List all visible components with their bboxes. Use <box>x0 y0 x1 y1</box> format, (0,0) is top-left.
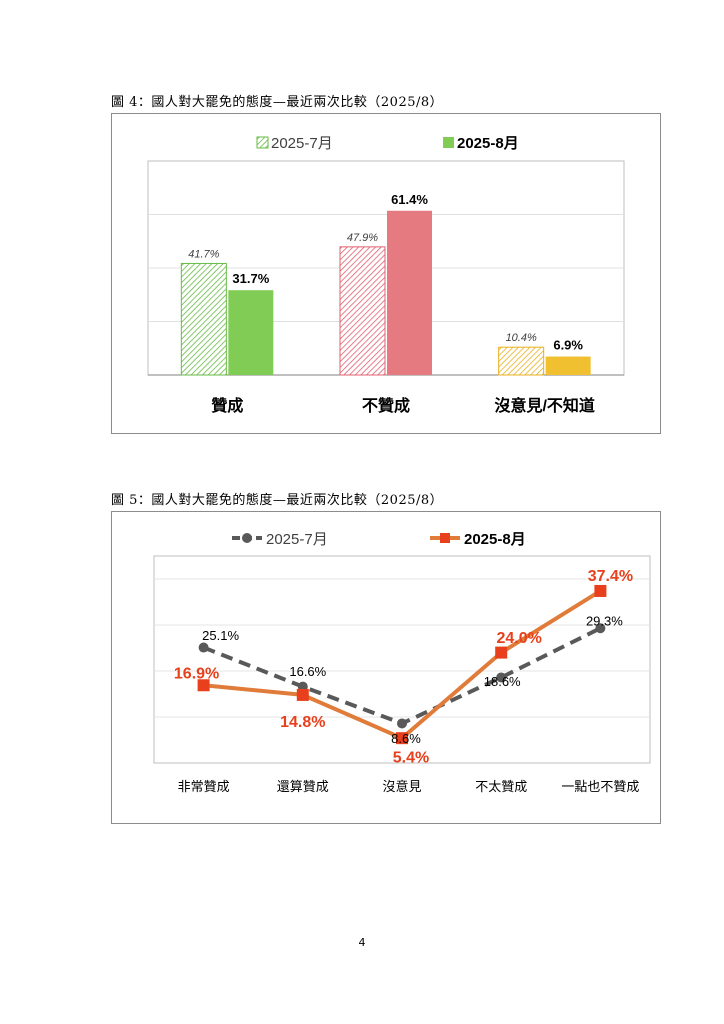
bar-aug-1 <box>387 210 432 375</box>
data-label-jul-0: 25.1% <box>202 628 239 643</box>
legend-swatch-aug <box>443 137 454 148</box>
bar-jul-0 <box>180 262 227 376</box>
bar-aug-2 <box>545 356 591 375</box>
x-tick-label-1: 不贊成 <box>362 396 410 415</box>
marker-jul-0 <box>198 642 209 653</box>
data-label-aug-2: 5.4% <box>393 749 429 766</box>
x-tick-label-0: 非常贊成 <box>178 779 230 794</box>
x-tick-label-4: 一點也不贊成 <box>561 779 639 794</box>
marker-aug-1 <box>296 688 309 701</box>
legend-label-jul: 2025-7月 <box>271 135 333 152</box>
legend-swatch-jul <box>256 136 269 149</box>
data-label-jul-1: 16.6% <box>289 664 326 679</box>
legend-label-aug: 2025-8月 <box>464 531 526 548</box>
page-number: 4 <box>358 936 366 949</box>
marker-jul-2 <box>397 718 407 729</box>
data-label-jul-3: 18.6% <box>484 674 521 689</box>
legend-marker-aug <box>440 533 450 543</box>
legend-label-aug: 2025-8月 <box>457 135 519 152</box>
legend-marker-jul <box>242 533 252 543</box>
x-tick-label-2: 沒意見/不知道 <box>494 396 594 415</box>
bar-chart-panel: 41.7% 31.7% 贊成 47.9% 61.4% 不贊成 10.4% 6.9% 沒意見/不知… <box>111 113 661 434</box>
series-line-aug <box>203 589 602 741</box>
data-label-aug-0: 16.9% <box>174 665 219 682</box>
bar-jul-1 <box>339 246 386 376</box>
bar-chart: 41.7% 31.7% 贊成 47.9% 61.4% 不贊成 10.4% 6.9% 沒意見/不知… <box>147 135 625 415</box>
plot-area <box>153 555 651 764</box>
x-tick-label-3: 不太贊成 <box>475 779 527 794</box>
marker-aug-3 <box>495 646 508 659</box>
marker-aug-0 <box>197 679 210 692</box>
line-chart: 25.1% 16.6% 8.6% 18.6% 29.3% 16.9% 14.8% 5.4% 24… <box>153 531 651 794</box>
data-label-aug-3: 24.0% <box>497 630 542 647</box>
marker-aug-4 <box>594 584 607 597</box>
data-label-jul-2: 10.4% <box>506 332 537 344</box>
figure4-caption: 圖 4：國人對大罷免的態度—最近兩次比較（2025/8） <box>111 95 444 110</box>
line-chart-panel: 25.1% 16.6% 8.6% 18.6% 29.3% 16.9% 14.8% 5.4% 24… <box>111 511 661 824</box>
data-label-aug-4: 37.4% <box>588 568 633 585</box>
data-label-jul-0: 41.7% <box>188 248 219 260</box>
marker-jul-3 <box>496 672 507 683</box>
data-label-jul-2: 8.6% <box>391 731 421 746</box>
marker-jul-4 <box>595 623 606 634</box>
x-tick-label-2: 沒意見 <box>382 779 421 794</box>
data-label-aug-1: 61.4% <box>391 192 428 207</box>
data-label-jul-4: 29.3% <box>586 614 623 629</box>
bar-jul-2 <box>498 346 545 376</box>
figure5-caption: 圖 5：國人對大罷免的態度—最近兩次比較（2025/8） <box>111 493 444 508</box>
x-tick-label-0: 贊成 <box>211 396 243 415</box>
data-label-aug-2: 6.9% <box>553 338 583 353</box>
marker-aug-2 <box>396 732 408 745</box>
data-label-aug-1: 14.8% <box>280 714 325 731</box>
legend-label-jul: 2025-7月 <box>266 531 328 548</box>
bar-aug-0 <box>228 290 274 375</box>
data-label-jul-1: 47.9% <box>347 232 378 244</box>
x-tick-label-1: 還算贊成 <box>277 779 329 794</box>
data-label-aug-0: 31.7% <box>232 271 269 286</box>
